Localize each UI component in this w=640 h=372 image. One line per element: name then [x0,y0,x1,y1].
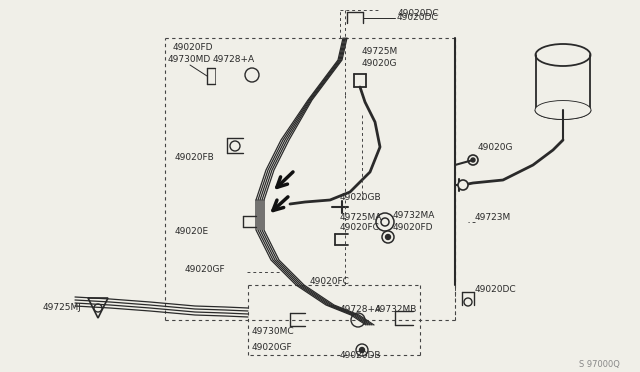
Text: 49723M: 49723M [475,214,511,222]
Text: 49020DC: 49020DC [475,285,516,295]
Text: 49020FB: 49020FB [175,154,215,163]
Text: 49732MB: 49732MB [375,305,417,314]
Circle shape [245,68,259,82]
Text: 49020GF: 49020GF [252,343,292,352]
Text: 49725MA: 49725MA [340,214,382,222]
Text: 49020GB: 49020GB [340,193,381,202]
Text: 49020G: 49020G [362,60,397,68]
Circle shape [230,141,240,151]
Circle shape [381,218,389,226]
Circle shape [376,213,394,231]
Polygon shape [88,298,108,318]
Text: 49020FC: 49020FC [310,278,350,286]
Circle shape [356,344,368,356]
Circle shape [360,347,365,353]
Circle shape [249,72,255,78]
Circle shape [464,298,472,306]
Text: 49732MA: 49732MA [393,211,435,219]
Text: 49020FD: 49020FD [173,44,214,52]
Text: 49020FD: 49020FD [393,222,433,231]
Text: 49728+A: 49728+A [340,305,382,314]
Text: 49728+A: 49728+A [213,55,255,64]
Circle shape [382,231,394,243]
Circle shape [471,158,475,162]
Text: 49020DC: 49020DC [397,13,438,22]
Text: 49020GF: 49020GF [185,266,226,275]
Text: 49020DC: 49020DC [398,10,440,19]
Circle shape [458,180,468,190]
Text: 49020E: 49020E [175,228,209,237]
Circle shape [385,234,390,240]
Text: 49725MJ: 49725MJ [43,302,82,311]
Circle shape [468,155,478,165]
Text: 49730MC: 49730MC [252,327,294,336]
Text: 49020G: 49020G [478,144,513,153]
Text: 49730MD: 49730MD [168,55,211,64]
Circle shape [351,313,365,327]
Text: 49725M: 49725M [362,48,398,57]
Text: 49020DB: 49020DB [340,350,381,359]
Ellipse shape [536,101,591,119]
Text: S 97000Q: S 97000Q [579,360,620,369]
Text: 49020FC: 49020FC [340,224,380,232]
Circle shape [94,304,102,312]
